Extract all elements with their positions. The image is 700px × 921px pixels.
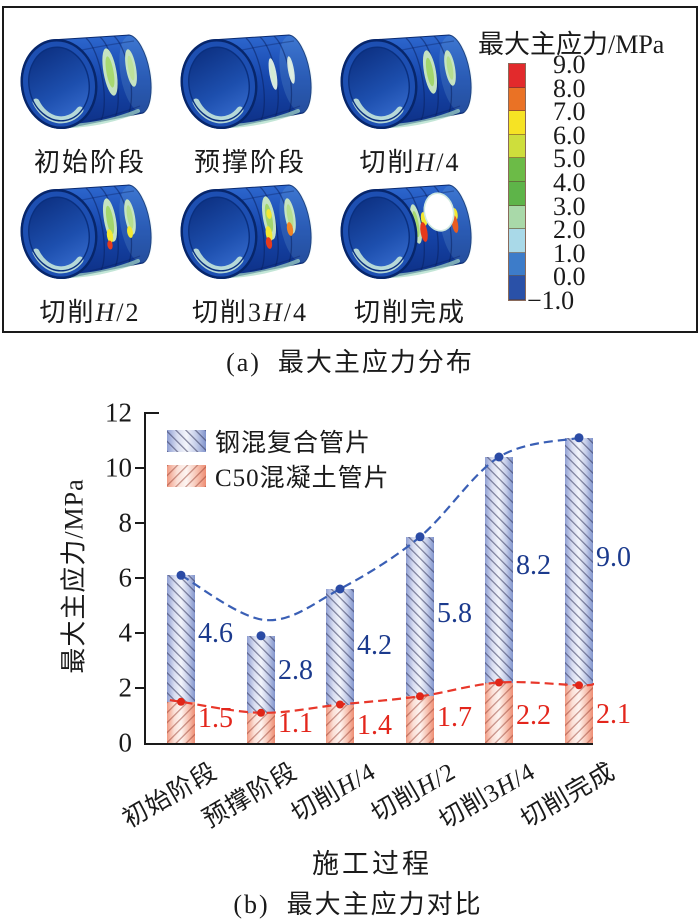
colorbar-segment <box>509 134 525 159</box>
bar-c50-segment <box>485 682 513 743</box>
bar-c50-segment <box>326 704 354 743</box>
colorbar-segment <box>509 276 525 300</box>
colorbar-tick-label: 2.0 <box>553 215 586 245</box>
bar-c50-segment <box>167 701 195 743</box>
colorbar-tick-label: −1.0 <box>527 286 575 315</box>
value-label-composite: 4.6 <box>198 618 233 649</box>
fem-stage-label: 初始阶段 <box>33 148 146 177</box>
y-tick-mark <box>135 467 144 469</box>
value-label-composite: 5.8 <box>437 598 472 629</box>
colorbar-segment <box>509 158 525 182</box>
y-axis-top-cap <box>146 412 159 414</box>
fem-stage-label: 切削3H/4 <box>191 298 309 327</box>
value-label-c50: 2.2 <box>516 700 551 731</box>
value-label-c50: 1.1 <box>278 708 313 739</box>
legend-item: C50混凝土管片 <box>167 458 390 494</box>
value-label-c50: 1.7 <box>437 702 472 733</box>
legend-item: 钢混复合管片 <box>167 423 371 459</box>
y-tick-mark <box>135 632 144 634</box>
value-label-composite: 2.8 <box>278 655 313 686</box>
legend-label: C50混凝土管片 <box>215 465 390 492</box>
colorbar-tick-label: 7.0 <box>553 97 586 127</box>
caption-panel-b: (b) 最大主应力对比 <box>233 890 483 919</box>
colorbar-tick-label: 0.0 <box>553 262 586 292</box>
fem-cylinder-image <box>340 184 473 280</box>
legend-swatch-c50 <box>167 465 206 487</box>
y-axis-label: 最大主应力/MPa <box>59 478 89 674</box>
fem-cylinder-image <box>20 34 153 130</box>
fem-stage-label: 切削完成 <box>353 298 466 327</box>
colorbar-tick-label: 3.0 <box>553 191 586 221</box>
y-tick-mark <box>135 577 144 579</box>
y-tick-label: 0 <box>118 727 133 758</box>
colorbar-tick-label: 6.0 <box>553 120 586 150</box>
colorbar-title: 最大主应力/MPa <box>478 30 665 59</box>
colorbar-segment <box>509 205 525 230</box>
y-tick-label: 10 <box>105 452 132 483</box>
fem-cylinder-image <box>340 34 473 130</box>
y-tick-label: 6 <box>118 562 133 593</box>
colorbar-segment <box>509 64 525 88</box>
value-label-c50: 2.1 <box>596 699 631 730</box>
bar-c50-segment <box>247 712 275 743</box>
colorbar-segment <box>509 111 525 135</box>
fem-stage-1 <box>14 22 166 142</box>
fem-stage-label: 预撑阶段 <box>193 148 306 177</box>
value-label-composite: 8.2 <box>516 550 551 581</box>
fem-stage-label: 切削H/2 <box>39 298 141 327</box>
colorbar-tick-label: 1.0 <box>553 238 586 268</box>
y-tick-label: 2 <box>118 672 133 703</box>
x-tick-label: 切削H/4 <box>287 758 381 828</box>
legend-label: 钢混复合管片 <box>215 430 372 457</box>
colorbar-tick-label: 4.0 <box>553 168 586 197</box>
y-tick-label: 4 <box>118 617 133 648</box>
trend-lines-overlay <box>169 433 595 717</box>
colorbar-tick-label: 8.0 <box>553 73 586 103</box>
fem-stage-5 <box>174 172 326 292</box>
y-tick-label: 12 <box>105 397 132 428</box>
value-label-composite: 9.0 <box>596 542 631 573</box>
bar-c50-segment <box>565 685 593 743</box>
colorbar-tick-label: 9.0 <box>553 50 586 79</box>
fem-cylinder-image <box>180 34 313 130</box>
fem-cylinder-image <box>20 184 153 280</box>
y-axis-line <box>144 412 146 745</box>
value-label-c50: 1.4 <box>357 710 392 741</box>
legend-swatch-composite <box>167 430 206 452</box>
fem-stage-2 <box>174 22 326 142</box>
value-label-composite: 4.2 <box>357 630 392 661</box>
fem-stage-label: 切削H/4 <box>359 148 461 177</box>
colorbar-segment <box>509 229 525 253</box>
colorbar <box>508 63 526 301</box>
fem-stage-3 <box>334 22 486 142</box>
colorbar-tick-label: 5.0 <box>553 144 586 174</box>
value-label-c50: 1.5 <box>198 703 233 734</box>
x-axis-label: 施工过程 <box>312 849 432 879</box>
fem-cylinder-image <box>180 184 313 280</box>
fem-stage-6 <box>334 172 486 292</box>
y-tick-mark <box>135 687 144 689</box>
fem-stage-4 <box>14 172 166 292</box>
colorbar-segment <box>509 181 525 206</box>
panel-a-stress-distribution: 初始阶段 预撑阶段 <box>2 6 698 333</box>
colorbar-segment <box>509 252 525 277</box>
y-tick-label: 8 <box>118 507 133 538</box>
y-tick-mark <box>135 522 144 524</box>
caption-panel-a: (a) 最大主应力分布 <box>226 348 474 377</box>
colorbar-segment <box>509 87 525 112</box>
x-axis-line <box>144 743 593 745</box>
bar-c50-segment <box>406 696 434 743</box>
